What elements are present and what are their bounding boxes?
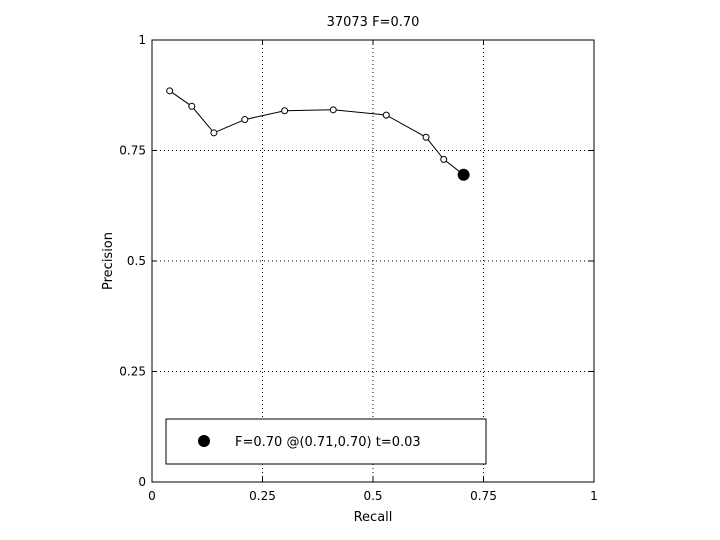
series-point: [210, 129, 218, 137]
x-tick-label: 0: [148, 489, 156, 503]
x-tick-label: 0.75: [470, 489, 497, 503]
grid-lines: [152, 40, 594, 482]
y-tick-label: 0.5: [127, 254, 146, 268]
series-point: [440, 155, 448, 163]
chart-title: 37073 F=0.70: [327, 15, 420, 30]
y-tick-label: 0.75: [119, 144, 146, 158]
series-point: [382, 111, 390, 119]
legend-box: [165, 418, 487, 465]
series-point: [241, 116, 249, 124]
y-tick-label: 0: [138, 475, 146, 489]
y-axis-label: Precision: [101, 232, 116, 290]
series-markers: [166, 87, 470, 181]
legend-marker: [198, 435, 210, 447]
axis-ticks: [151, 39, 595, 483]
series-point: [281, 107, 289, 115]
legend: F=0.70 @(0.71,0.70) t=0.03: [165, 418, 487, 465]
series-point: [166, 87, 174, 95]
x-tick-label: 1: [590, 489, 598, 503]
series-line-layer: [169, 90, 464, 176]
y-tick-label: 1: [138, 33, 146, 47]
y-tick-label: 0.25: [119, 365, 146, 379]
series-point: [422, 133, 430, 141]
legend-entry-label: F=0.70 @(0.71,0.70) t=0.03: [235, 435, 421, 450]
series-point: [188, 102, 196, 110]
series-point: [329, 106, 337, 114]
x-tick-label: 0.5: [363, 489, 382, 503]
series-line: [169, 90, 464, 176]
axis-tick-labels: 0 0.25 0.5 0.75 1 0 0.25 0.5 0.75 1: [119, 33, 598, 503]
best-f-point: [457, 168, 470, 181]
x-tick-label: 0.25: [249, 489, 276, 503]
x-axis-label: Recall: [354, 510, 393, 525]
